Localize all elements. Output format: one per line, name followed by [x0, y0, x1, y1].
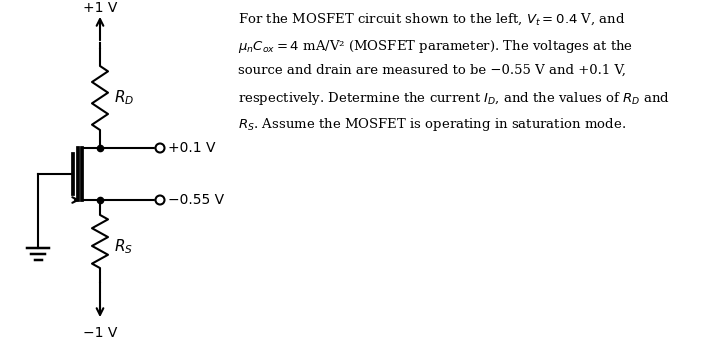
- Text: $R_S$: $R_S$: [114, 237, 133, 256]
- Text: respectively. Determine the current $I_D$, and the values of $R_D$ and: respectively. Determine the current $I_D…: [238, 90, 670, 107]
- Text: source and drain are measured to be −0.55 V and +0.1 V,: source and drain are measured to be −0.5…: [238, 64, 626, 77]
- Text: +1 V: +1 V: [83, 1, 117, 15]
- Text: −1 V: −1 V: [83, 326, 117, 340]
- Text: $R_S$. Assume the MOSFET is operating in saturation mode.: $R_S$. Assume the MOSFET is operating in…: [238, 116, 626, 133]
- Text: $R_D$: $R_D$: [114, 89, 134, 107]
- Text: For the MOSFET circuit shown to the left, $V_t = 0.4$ V, and: For the MOSFET circuit shown to the left…: [238, 12, 626, 27]
- Circle shape: [155, 196, 165, 205]
- Text: $\mu_n C_{ox} = 4$ mA/V² (MOSFET parameter). The voltages at the: $\mu_n C_{ox} = 4$ mA/V² (MOSFET paramet…: [238, 38, 633, 55]
- Text: −0.55 V: −0.55 V: [168, 193, 224, 207]
- Circle shape: [155, 144, 165, 153]
- Text: +0.1 V: +0.1 V: [168, 141, 216, 155]
